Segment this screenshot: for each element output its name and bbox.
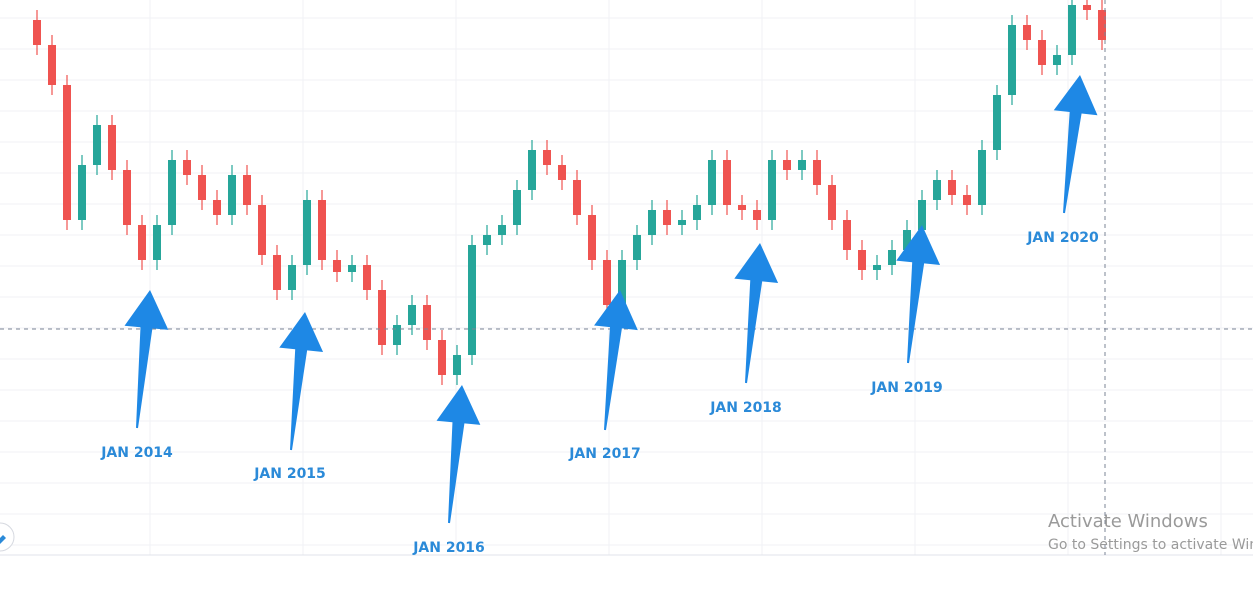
candle-body xyxy=(78,165,86,220)
arrow xyxy=(896,225,941,364)
annotation: JAN 2017 xyxy=(568,446,641,462)
arrow xyxy=(124,290,169,429)
candle-body xyxy=(273,255,281,290)
candle-body xyxy=(693,205,701,220)
candle-body xyxy=(63,85,71,220)
candle-body xyxy=(723,160,731,205)
candle-body xyxy=(918,200,926,230)
candle-body xyxy=(843,220,851,250)
candle-body xyxy=(678,220,686,225)
candle-body xyxy=(978,150,986,205)
candle-body xyxy=(48,45,56,85)
candle-body xyxy=(543,150,551,165)
candle-body xyxy=(318,200,326,260)
candle-body xyxy=(1038,40,1046,65)
candle-body xyxy=(333,260,341,272)
candle-body xyxy=(483,235,491,245)
candle-body xyxy=(393,325,401,345)
candle-body xyxy=(243,175,251,205)
candle-body xyxy=(408,305,416,325)
annotation: JAN 2016 xyxy=(412,540,485,556)
candle-body xyxy=(213,200,221,215)
candle-body xyxy=(753,210,761,220)
grid xyxy=(0,0,1253,556)
candle-body xyxy=(453,355,461,375)
candle-body xyxy=(828,185,836,220)
candle-body xyxy=(873,265,881,270)
candle-body xyxy=(963,195,971,205)
candle-body xyxy=(228,175,236,215)
candle-body xyxy=(348,265,356,272)
arrow xyxy=(279,312,324,451)
candle-body xyxy=(378,290,386,345)
candle-body xyxy=(858,250,866,270)
candle-body xyxy=(558,165,566,180)
arrow xyxy=(734,243,779,384)
candle-body xyxy=(903,230,911,250)
arrow xyxy=(436,385,481,524)
candle-body xyxy=(1068,5,1076,55)
candle-body xyxy=(138,225,146,260)
candle-body xyxy=(603,260,611,305)
candle-body xyxy=(768,160,776,220)
annotation: JAN 2018 xyxy=(709,400,782,416)
candle-body xyxy=(183,160,191,175)
candle-body xyxy=(888,250,896,265)
candle-body xyxy=(588,215,596,260)
annotation: JAN 2015 xyxy=(253,466,326,482)
candle-body xyxy=(1008,25,1016,95)
candle-body xyxy=(993,95,1001,150)
annotation: JAN 2020 xyxy=(1026,230,1099,246)
candle-body xyxy=(303,200,311,265)
candle-body xyxy=(1098,10,1106,40)
candle-body xyxy=(528,150,536,190)
candle-body xyxy=(168,160,176,225)
candle-body xyxy=(1053,55,1061,65)
arrows xyxy=(124,75,1098,524)
candle-body xyxy=(363,265,371,290)
candle-body xyxy=(738,205,746,210)
candle-body xyxy=(108,125,116,170)
candle-body xyxy=(663,210,671,225)
candle-body xyxy=(1083,5,1091,10)
arrow xyxy=(594,290,638,431)
candle-body xyxy=(618,260,626,305)
candle-body xyxy=(783,160,791,170)
candles xyxy=(33,0,1106,385)
candle-body xyxy=(798,160,806,170)
candle-body xyxy=(423,305,431,340)
candle-body xyxy=(498,225,506,235)
candle-body xyxy=(648,210,656,235)
candle-body xyxy=(933,180,941,200)
candle-body xyxy=(288,265,296,290)
candle-body xyxy=(573,180,581,215)
toolbar-button[interactable] xyxy=(0,522,15,552)
candle-body xyxy=(813,160,821,185)
watermark-title: Activate Windows xyxy=(1048,511,1208,532)
arrow xyxy=(1053,75,1098,214)
candle-body xyxy=(513,190,521,225)
candle-body xyxy=(468,245,476,355)
candle-body xyxy=(258,205,266,255)
toolbar-icon xyxy=(0,535,6,544)
candle-body xyxy=(438,340,446,375)
candle-body xyxy=(708,160,716,205)
watermark-subtitle: Go to Settings to activate Windows xyxy=(1048,537,1253,553)
candle-body xyxy=(33,20,41,45)
candle-body xyxy=(123,170,131,225)
annotation: JAN 2014 xyxy=(100,445,173,461)
candle-body xyxy=(633,235,641,260)
candle-body xyxy=(153,225,161,260)
candle-body xyxy=(93,125,101,165)
annotation: JAN 2019 xyxy=(870,380,943,396)
candle-body xyxy=(948,180,956,195)
candle-body xyxy=(198,175,206,200)
candle-body xyxy=(1023,25,1031,40)
